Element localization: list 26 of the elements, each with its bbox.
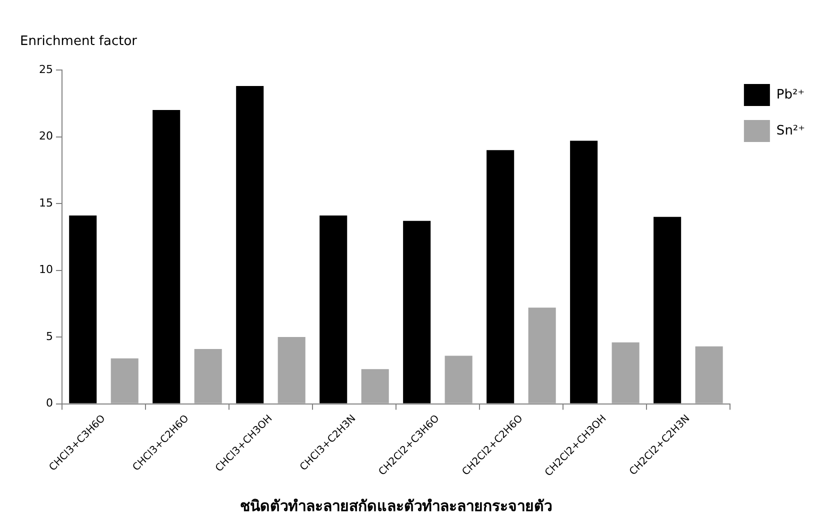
y-tick-label: 5 — [46, 330, 53, 343]
bar — [528, 308, 556, 404]
y-tick-label: 25 — [39, 62, 53, 76]
bar — [654, 216, 682, 404]
y-axis-title: Enrichment factor — [20, 34, 138, 49]
bar — [110, 358, 138, 404]
bar — [486, 150, 514, 404]
bar — [695, 346, 723, 404]
bar — [320, 216, 348, 404]
bar — [444, 356, 472, 404]
bar — [570, 140, 598, 404]
legend-label: Pb²⁺ — [776, 87, 805, 102]
bar — [236, 86, 264, 404]
x-axis-title: ชนิดตัวทำละลายสกัดและตัวทำละลายกระจายตัว — [240, 496, 552, 515]
bar — [403, 220, 431, 404]
y-tick-label: 20 — [39, 130, 53, 143]
y-tick-label: 15 — [39, 196, 53, 210]
legend-label: Sn²⁺ — [776, 123, 806, 138]
bar — [612, 342, 640, 404]
y-tick-label: 0 — [46, 396, 53, 410]
bar — [361, 369, 389, 404]
bar — [278, 337, 306, 404]
bar — [152, 110, 180, 404]
bar — [69, 216, 97, 404]
bar — [194, 349, 222, 404]
y-tick-label: 10 — [39, 263, 53, 276]
